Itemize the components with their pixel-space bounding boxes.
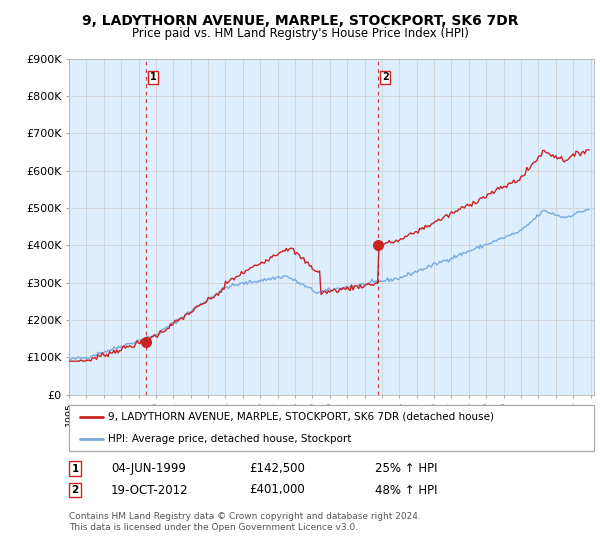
Text: £401,000: £401,000 xyxy=(249,483,305,497)
Text: 48% ↑ HPI: 48% ↑ HPI xyxy=(375,483,437,497)
Text: 9, LADYTHORN AVENUE, MARPLE, STOCKPORT, SK6 7DR: 9, LADYTHORN AVENUE, MARPLE, STOCKPORT, … xyxy=(82,14,518,28)
Text: 1: 1 xyxy=(149,72,156,82)
Text: HPI: Average price, detached house, Stockport: HPI: Average price, detached house, Stoc… xyxy=(109,434,352,444)
Text: 9, LADYTHORN AVENUE, MARPLE, STOCKPORT, SK6 7DR (detached house): 9, LADYTHORN AVENUE, MARPLE, STOCKPORT, … xyxy=(109,412,494,422)
Text: 2: 2 xyxy=(382,72,389,82)
Text: 19-OCT-2012: 19-OCT-2012 xyxy=(111,483,188,497)
Text: 2: 2 xyxy=(71,485,79,495)
Text: Price paid vs. HM Land Registry's House Price Index (HPI): Price paid vs. HM Land Registry's House … xyxy=(131,27,469,40)
Text: Contains HM Land Registry data © Crown copyright and database right 2024.
This d: Contains HM Land Registry data © Crown c… xyxy=(69,512,421,532)
Text: £142,500: £142,500 xyxy=(249,462,305,475)
Text: 04-JUN-1999: 04-JUN-1999 xyxy=(111,462,186,475)
Text: 25% ↑ HPI: 25% ↑ HPI xyxy=(375,462,437,475)
Text: 1: 1 xyxy=(71,464,79,474)
